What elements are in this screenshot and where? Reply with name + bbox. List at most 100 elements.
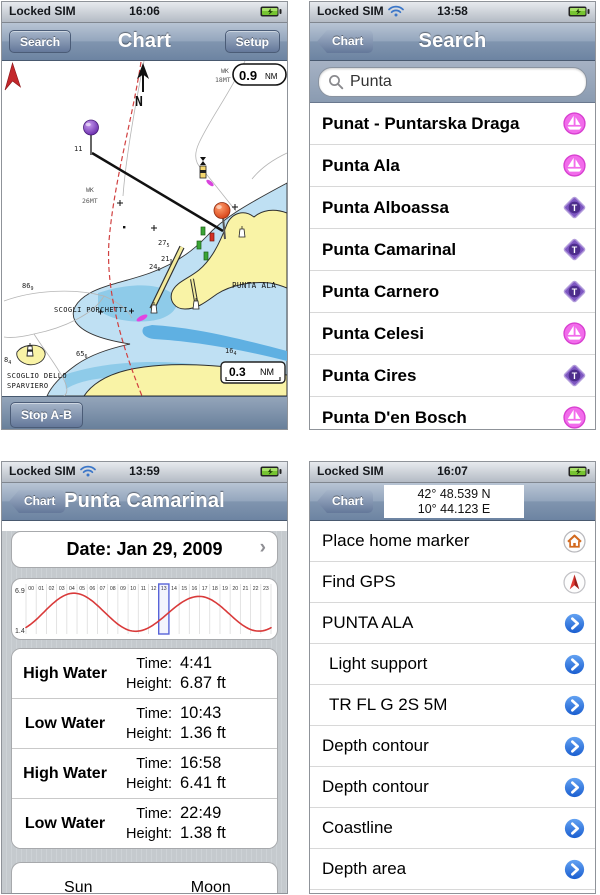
status-bar: Locked SIM 16:06 [2,2,287,23]
disclosure-chevron-icon[interactable] [563,735,586,758]
svg-text:18: 18 [212,586,218,592]
tide-station-icon [563,364,586,387]
svg-text:12: 12 [151,586,157,592]
marina-icon [563,112,586,135]
moon-column-header: Moon [190,879,231,894]
svg-text:14: 14 [171,586,177,592]
svg-text:0.3: 0.3 [229,365,246,379]
tide-event-row: High Water Time: 4:41 Height: 6.87 ft [12,649,277,699]
beacon-tower-pierhead [136,302,158,322]
svg-text:00: 00 [28,586,34,592]
svg-text:NM: NM [265,72,278,81]
svg-text:04: 04 [69,586,75,592]
menu-row-find-gps[interactable]: Find GPS [310,562,595,603]
event-type: Low Water [24,814,106,832]
depth-soundings: 11 275 219 246 869 656 164 84 [4,145,236,366]
search-button[interactable]: Search [9,30,72,53]
result-label: Punta Camarinal [322,239,457,259]
svg-text:10: 10 [130,586,136,592]
event-time: 4:41 [180,654,213,672]
svg-text:0.9: 0.9 [239,68,257,83]
svg-text:19: 19 [222,586,228,592]
menu-row-place-home[interactable]: Place home marker [310,521,595,562]
event-height: 6.41 ft [180,774,226,792]
status-bar: Locked SIM 16:07 [310,462,595,483]
height-label: Height: [126,726,172,742]
svg-text:20: 20 [232,586,238,592]
search-icon [328,74,344,90]
chart-screen: Locked SIM 16:06 Search Chart Setup [1,1,288,430]
boundary-dashed-line [107,61,143,396]
svg-text:164: 164 [225,347,236,357]
time-label: Time: [136,806,172,822]
bottom-toolbar: Stop A-B [2,396,287,429]
nautical-chart-map[interactable]: N WK 18MT WK 26MT 11 275 219 246 869 656 [2,61,287,396]
search-results-list: Punat - Puntarska Draga Punta Ala Punta … [310,103,595,429]
chevron-right-icon: › [259,537,266,558]
svg-text:17: 17 [202,586,208,592]
gps-needle-icon [563,571,586,594]
menu-row-light-support[interactable]: Light support [310,644,595,685]
svg-text:06: 06 [89,586,95,592]
tide-graph-card[interactable]: 00 01 02 03 04 05 06 07 08 09 10 11 12 13 14 15 16 17 18 19… [11,578,278,640]
svg-text:23: 23 [263,586,269,592]
clock: 13:58 [437,4,468,18]
svg-text:SCOGLIO DELLO: SCOGLIO DELLO [7,372,67,380]
result-label: Punta Ala [322,155,400,175]
svg-text:21: 21 [243,586,249,592]
ab-distance-badge: 0.9 NM [232,63,287,86]
menu-row-depth-area[interactable]: Depth area [310,849,595,890]
disclosure-chevron-icon[interactable] [563,612,586,635]
nav-bar: Search Chart Setup [2,23,287,61]
date-selector-row[interactable]: Date: Jan 29, 2009 › [11,531,278,568]
nav-bar: Chart Search [310,23,595,61]
disclosure-chevron-icon[interactable] [563,776,586,799]
svg-text:07: 07 [100,586,106,592]
route-a-b-line [91,151,224,233]
menu-row-depth-contour[interactable]: Depth contour [310,767,595,808]
result-label: Punat - Puntarska Draga [322,113,520,133]
disclosure-chevron-icon[interactable] [563,858,586,881]
rock-symbols [98,200,238,315]
event-height: 1.36 ft [180,724,226,742]
tide-event-row: Low Water Time: 22:49 Height: 1.38 ft [12,799,277,848]
disclosure-chevron-icon[interactable] [563,653,586,676]
result-row[interactable]: Punta Celesi [310,313,595,355]
back-button-chart[interactable]: Chart [9,490,66,513]
beacon-tower-inner [192,298,200,310]
result-row[interactable]: Punta Camarinal [310,229,595,271]
result-row[interactable]: Punta Cires [310,355,595,397]
back-button-chart[interactable]: Chart [317,490,374,513]
disclosure-chevron-icon[interactable] [563,694,586,717]
setup-button[interactable]: Setup [224,30,280,53]
svg-text:656: 656 [76,350,87,360]
pin-a-purple[interactable] [83,119,99,155]
result-label: Punta Celesi [322,323,425,343]
chart-labels: WK 18MT WK 26MT [82,67,231,205]
menu-row-punta-ala[interactable]: PUNTA ALA [310,603,595,644]
event-height: 6.87 ft [180,674,226,692]
svg-text:01: 01 [38,586,44,592]
menu-row-coastline[interactable]: Coastline [310,808,595,849]
result-row[interactable]: Punat - Puntarska Draga [310,103,595,145]
menu-row-depth-contour[interactable]: Depth contour [310,726,595,767]
pin-b-red[interactable] [213,202,231,240]
carrier-label: Locked SIM [317,4,384,18]
result-row[interactable]: Punta D'en Bosch [310,397,595,429]
result-row[interactable]: Punta Alboassa [310,187,595,229]
result-row[interactable]: Punta Ala [310,145,595,187]
nav-bar: Chart Punta Camarinal [2,483,287,521]
result-row[interactable]: Punta Carnero [310,271,595,313]
tide-station-icon [563,280,586,303]
stop-ab-button[interactable]: Stop A-B [10,402,83,428]
back-button-chart[interactable]: Chart [317,30,374,53]
carrier-label: Locked SIM [317,464,384,478]
status-bar: Locked SIM 13:59 [2,462,287,483]
search-input[interactable]: Punta [318,66,587,97]
object-info-screen: Locked SIM 16:07 Chart 42° 48.539 N 10° … [309,461,596,894]
disclosure-chevron-icon[interactable] [563,817,586,840]
svg-text:275: 275 [158,239,169,249]
obstruction-dot [123,226,126,229]
menu-row-light-detail[interactable]: TR FL G 2S 5M [310,685,595,726]
event-time: 10:43 [180,704,222,722]
